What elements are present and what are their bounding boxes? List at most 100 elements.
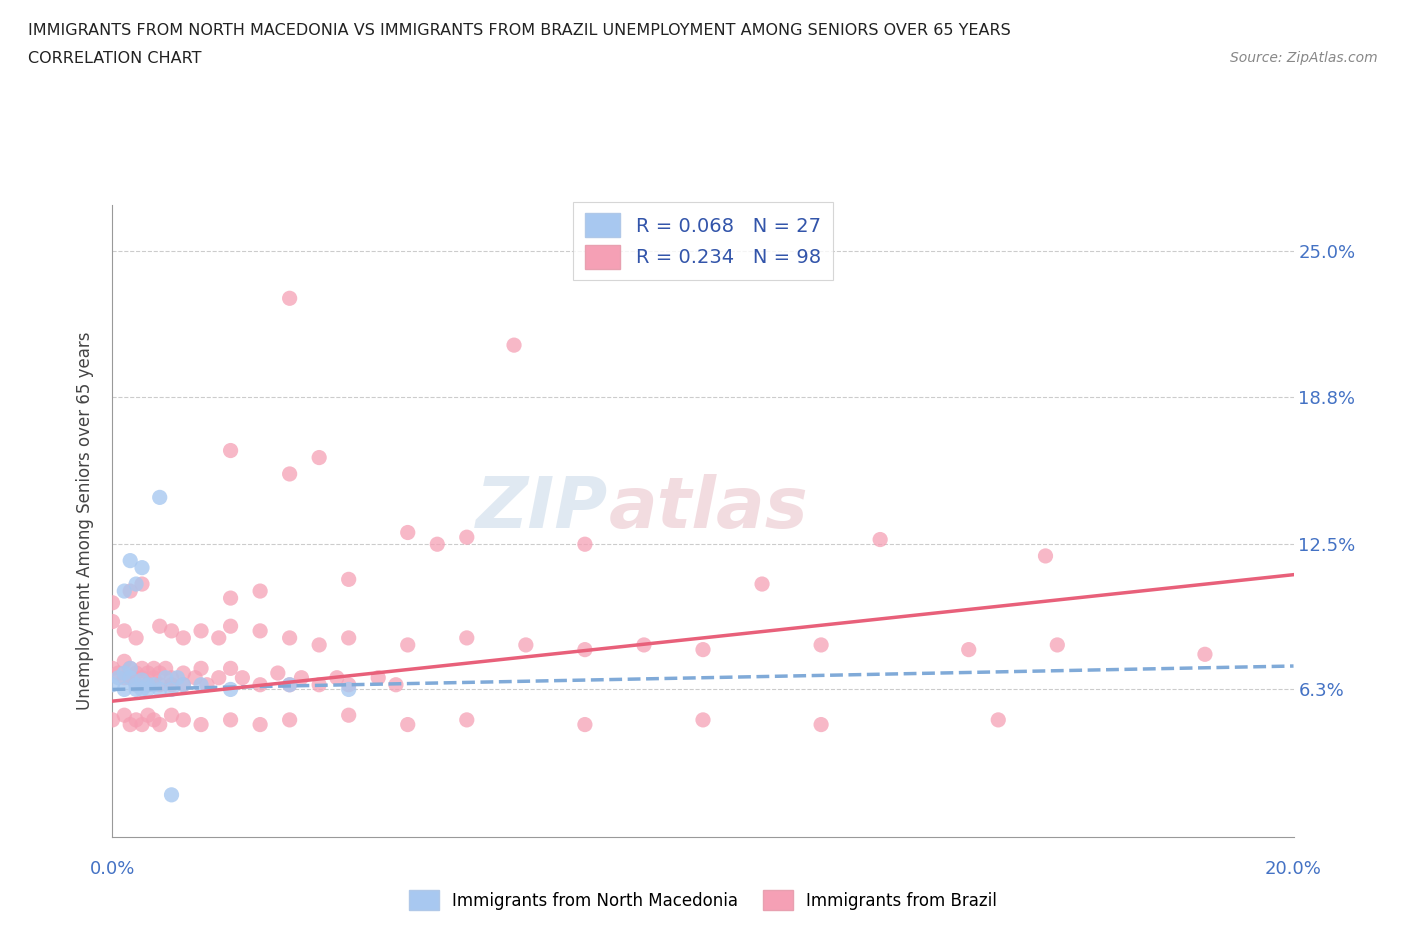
Point xyxy=(231,671,253,685)
Text: 20.0%: 20.0% xyxy=(1265,860,1322,878)
Point xyxy=(249,623,271,638)
Point xyxy=(136,677,159,692)
Point xyxy=(160,677,183,692)
Point xyxy=(112,671,135,685)
Text: atlas: atlas xyxy=(609,473,808,542)
Point xyxy=(869,532,891,547)
Point xyxy=(172,677,194,692)
Point xyxy=(136,682,159,697)
Point xyxy=(149,618,172,633)
Point xyxy=(101,595,124,610)
Point xyxy=(136,677,159,692)
Point xyxy=(112,666,135,681)
Point xyxy=(142,712,165,727)
Point xyxy=(190,677,212,692)
Point xyxy=(101,712,124,727)
Point xyxy=(957,643,980,658)
Point xyxy=(692,643,714,658)
Point xyxy=(249,717,271,732)
Point xyxy=(120,584,142,599)
Point xyxy=(426,537,449,551)
Point xyxy=(249,584,271,599)
Point xyxy=(810,717,832,732)
Point xyxy=(160,708,183,723)
Point xyxy=(574,643,596,658)
Point xyxy=(131,577,153,591)
Point xyxy=(987,712,1010,727)
Point xyxy=(149,490,172,505)
Point xyxy=(337,572,360,587)
Point xyxy=(278,712,301,727)
Point xyxy=(160,788,183,803)
Point xyxy=(166,671,188,685)
Point xyxy=(131,682,153,697)
Point xyxy=(267,666,290,681)
Point xyxy=(278,291,301,306)
Point xyxy=(112,654,135,669)
Point xyxy=(131,717,153,732)
Point xyxy=(751,577,773,591)
Point xyxy=(125,712,148,727)
Point xyxy=(190,623,212,638)
Point xyxy=(385,677,408,692)
Point xyxy=(120,661,142,676)
Point xyxy=(278,467,301,482)
Point xyxy=(337,682,360,697)
Point xyxy=(131,671,153,685)
Point xyxy=(219,443,242,458)
Point xyxy=(574,717,596,732)
Point xyxy=(120,661,142,676)
Point xyxy=(1194,647,1216,662)
Point xyxy=(172,666,194,681)
Point xyxy=(142,677,165,692)
Point xyxy=(149,677,172,692)
Point xyxy=(195,677,218,692)
Point xyxy=(155,671,177,685)
Point xyxy=(172,677,194,692)
Point xyxy=(515,637,537,652)
Point xyxy=(120,671,142,685)
Point xyxy=(456,530,478,545)
Point xyxy=(456,631,478,645)
Point xyxy=(190,717,212,732)
Point xyxy=(456,712,478,727)
Point xyxy=(120,671,142,685)
Point xyxy=(112,682,135,697)
Point xyxy=(219,661,242,676)
Point xyxy=(208,631,231,645)
Point xyxy=(149,717,172,732)
Point xyxy=(101,614,124,629)
Point xyxy=(1035,549,1057,564)
Point xyxy=(120,717,142,732)
Point xyxy=(101,677,124,692)
Text: 0.0%: 0.0% xyxy=(90,860,135,878)
Point xyxy=(278,677,301,692)
Point xyxy=(160,671,183,685)
Point xyxy=(155,661,177,676)
Y-axis label: Unemployment Among Seniors over 65 years: Unemployment Among Seniors over 65 years xyxy=(76,332,94,710)
Legend: R = 0.068   N = 27, R = 0.234   N = 98: R = 0.068 N = 27, R = 0.234 N = 98 xyxy=(574,202,832,280)
Point xyxy=(337,677,360,692)
Point xyxy=(112,708,135,723)
Point xyxy=(308,677,330,692)
Point xyxy=(219,618,242,633)
Point xyxy=(149,682,172,697)
Point xyxy=(219,682,242,697)
Point xyxy=(112,623,135,638)
Point xyxy=(131,560,153,575)
Point xyxy=(190,661,212,676)
Point xyxy=(337,631,360,645)
Point xyxy=(160,682,183,697)
Point xyxy=(290,671,312,685)
Text: ZIP: ZIP xyxy=(477,473,609,542)
Text: CORRELATION CHART: CORRELATION CHART xyxy=(28,51,201,66)
Point xyxy=(326,671,349,685)
Point xyxy=(136,708,159,723)
Point xyxy=(308,450,330,465)
Point xyxy=(172,631,194,645)
Point xyxy=(278,677,301,692)
Point xyxy=(125,666,148,681)
Point xyxy=(249,677,271,692)
Point xyxy=(125,682,148,697)
Point xyxy=(367,671,389,685)
